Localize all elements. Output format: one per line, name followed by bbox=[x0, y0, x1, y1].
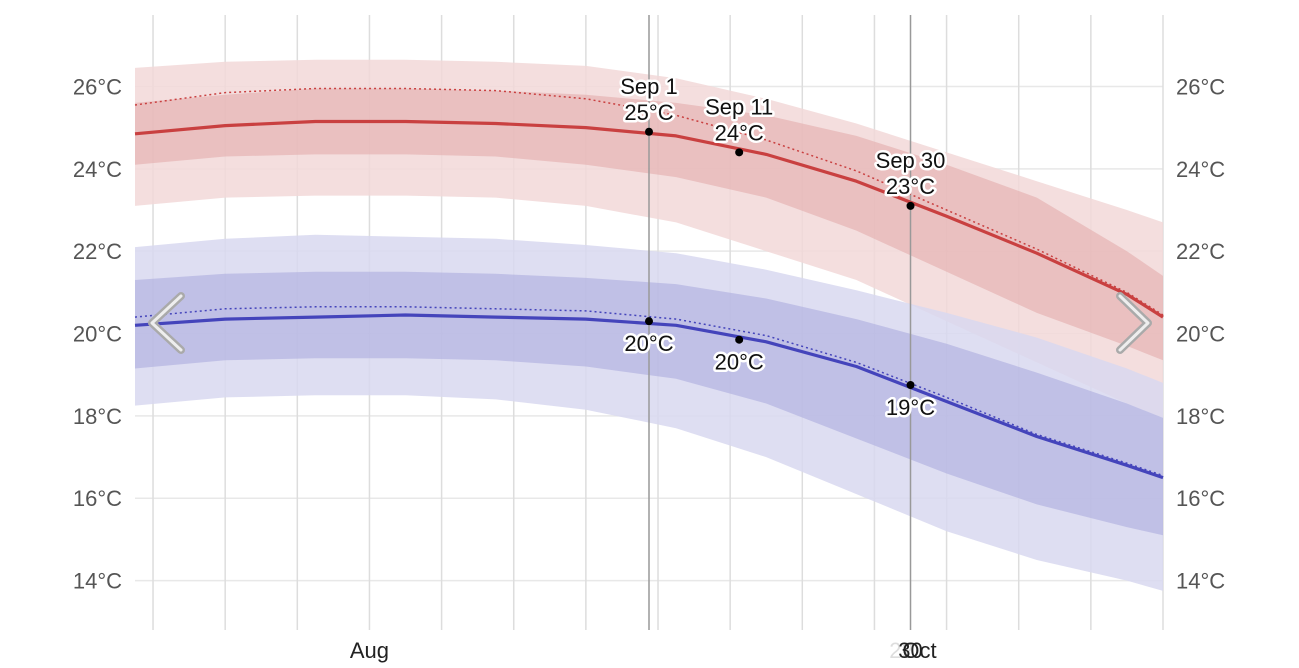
annotation-label: Sep 1 bbox=[620, 74, 678, 99]
y-tick-label-right: 20°C bbox=[1176, 322, 1225, 347]
y-tick-label-right: 16°C bbox=[1176, 486, 1225, 511]
y-axis-ticks: 14°C 14°C 16°C 16°C 18°C 18°C 20°C 20°C 22°C 22°C… bbox=[73, 74, 1225, 593]
y-tick-label-left: 20°C bbox=[73, 322, 122, 347]
x-tick-label: 30 bbox=[898, 638, 922, 663]
y-tick-label-left: 18°C bbox=[73, 404, 122, 429]
annotation-label: Sep 30 bbox=[876, 148, 946, 173]
annotation-label: 19°C bbox=[886, 395, 935, 420]
y-tick-label-left: 24°C bbox=[73, 157, 122, 182]
series-0-dotted-line bbox=[134, 87, 1164, 316]
x-tick-label: Aug bbox=[350, 638, 389, 663]
y-tick-label-right: 26°C bbox=[1176, 74, 1225, 99]
annotation-label: 23°C bbox=[886, 174, 935, 199]
prev-arrow-button[interactable] bbox=[148, 292, 185, 354]
annotation-label: 20°C bbox=[624, 331, 673, 356]
data-point bbox=[735, 335, 744, 344]
data-point bbox=[906, 381, 915, 389]
y-tick-label-left: 14°C bbox=[73, 569, 122, 594]
series-1-inner-band bbox=[135, 271, 1163, 536]
annotation-label: 24°C bbox=[715, 120, 764, 145]
y-tick-label-right: 14°C bbox=[1176, 569, 1225, 594]
series-1-dotted-line bbox=[134, 306, 1164, 477]
y-tick-label-right: 24°C bbox=[1176, 157, 1225, 182]
series-1-line bbox=[134, 313, 1164, 480]
annotation-label: 25°C bbox=[624, 100, 673, 125]
y-tick-label-left: 16°C bbox=[73, 486, 122, 511]
y-tick-label-left: 22°C bbox=[73, 239, 122, 264]
data-point bbox=[906, 201, 915, 210]
series-lines bbox=[134, 87, 1164, 480]
points bbox=[645, 127, 915, 389]
data-point bbox=[645, 127, 653, 136]
series-0-line bbox=[134, 119, 1164, 319]
annotation-label: Sep 11 bbox=[705, 94, 773, 119]
y-tick-label-right: 18°C bbox=[1176, 404, 1225, 429]
y-tick-label-left: 26°C bbox=[73, 74, 122, 99]
annotation-label: 20°C bbox=[715, 350, 764, 375]
data-point bbox=[645, 317, 653, 326]
x-tick-label: Oct bbox=[902, 638, 936, 663]
next-arrow-button[interactable] bbox=[1116, 292, 1152, 354]
data-point bbox=[735, 148, 744, 157]
series-0-inner-band bbox=[135, 88, 1163, 361]
x-tick-label-faded: 22 bbox=[889, 638, 913, 663]
y-tick-label-right: 22°C bbox=[1176, 239, 1225, 264]
